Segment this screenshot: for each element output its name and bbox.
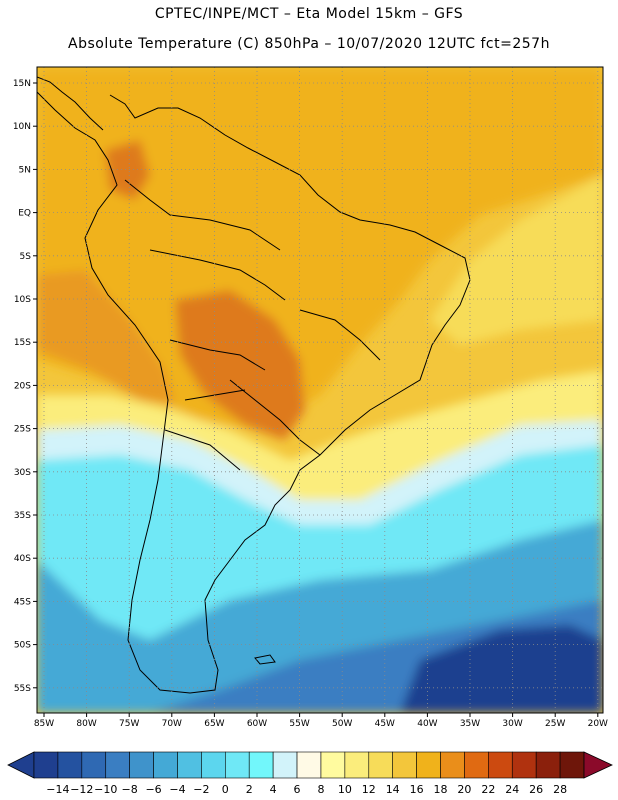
colorbar-swatch <box>559 751 585 779</box>
colorbar-label: 14 <box>386 783 400 796</box>
field-subtropical-yellow <box>37 370 603 500</box>
map-title-line1: CPTEC/INPE/MCT – Eta Model 15km – GFS <box>154 6 464 22</box>
field-hot-core <box>175 290 305 440</box>
colorbar-label: −10 <box>94 783 117 796</box>
field-east-yellow <box>430 175 603 345</box>
field-cyan-belt <box>37 445 603 640</box>
colorbar-swatch <box>272 751 298 779</box>
lat-label: 5S <box>20 252 32 262</box>
field-warm-inland <box>37 67 603 430</box>
colorbar-swatch <box>416 751 441 779</box>
colorbar-swatch <box>392 751 417 779</box>
colorbar-label: 6 <box>294 783 301 796</box>
lon-label: 50W <box>332 719 352 729</box>
colorbar-swatch <box>105 751 130 779</box>
colorbar-swatch <box>488 751 513 779</box>
field-transition-ice <box>37 420 603 525</box>
field-aqua-belt <box>37 520 603 713</box>
colorbar-swatch <box>320 751 346 779</box>
colorbar-swatch <box>535 751 561 779</box>
lat-label: 10N <box>13 122 31 132</box>
colorbar-label: −2 <box>193 783 209 796</box>
colorbar-label: 24 <box>505 783 519 796</box>
lat-label: 10S <box>14 295 31 305</box>
country-borders <box>124 179 381 471</box>
lon-label: 20W <box>588 719 608 729</box>
lat-label: 25S <box>14 425 31 435</box>
lon-label: 30W <box>502 719 522 729</box>
lat-label: 30S <box>14 468 31 478</box>
lon-label: 85W <box>34 719 54 729</box>
lon-label: 55W <box>289 719 309 729</box>
colorbar-swatch <box>296 751 322 779</box>
lat-label: 15S <box>14 338 31 348</box>
colorbar-swatch <box>33 751 59 779</box>
temperature-field <box>37 67 603 713</box>
colorbar-label: −4 <box>169 783 185 796</box>
colorbar-label: −8 <box>122 783 138 796</box>
lon-label: 40W <box>417 719 437 729</box>
colorbar-swatch <box>464 751 489 779</box>
lon-label: 35W <box>460 719 480 729</box>
lat-label: 15N <box>13 79 31 89</box>
colorbar-label: −6 <box>145 783 161 796</box>
colorbar-swatch <box>440 751 465 779</box>
lat-label: 5N <box>19 165 31 175</box>
colorbar-swatch <box>57 751 83 779</box>
lat-label: 35S <box>14 511 31 521</box>
colorbar-swatch <box>344 751 370 779</box>
colorbar-label: 26 <box>529 783 543 796</box>
colorbar-label: 12 <box>362 783 376 796</box>
lat-label: 45S <box>14 597 31 607</box>
colorbar-swatch <box>153 751 178 779</box>
colorbar-label: 16 <box>410 783 424 796</box>
lon-label: 65W <box>204 719 224 729</box>
longitude-axis: 85W 80W 75W 70W 65W 60W 55W 50W 45W 40W 35W 30W 25W 2… <box>34 713 608 729</box>
lat-label: EQ <box>18 209 31 219</box>
colorbar-swatch <box>368 751 393 779</box>
colorbar-low-arrow <box>7 751 35 779</box>
lon-label: 75W <box>119 719 139 729</box>
south-america-coastline <box>37 91 471 694</box>
colorbar-swatch <box>177 751 202 779</box>
lat-label: 50S <box>14 641 31 651</box>
political-boundaries <box>37 76 471 694</box>
colorbar-swatch <box>225 751 250 779</box>
colorbar-label: 2 <box>246 783 253 796</box>
colorbar-swatch <box>201 751 226 779</box>
map-frame <box>36 66 604 714</box>
color-scale-bar: −14 −12 −10 −8 −6 −4 −2 0 2 4 6 8 10 12 14 16 18 20 22 24 26… <box>7 751 613 796</box>
colorbar-label: 4 <box>270 783 277 796</box>
colorbar-label: −14 <box>46 783 69 796</box>
lon-label: 60W <box>247 719 267 729</box>
colorbar-label: 20 <box>457 783 471 796</box>
colorbar-label: 22 <box>481 783 495 796</box>
map-title-line2: Absolute Temperature (C) 850hPa – 10/07/… <box>68 36 550 52</box>
lon-label: 70W <box>162 719 182 729</box>
colorbar-label: 28 <box>553 783 567 796</box>
colorbar-swatch <box>81 751 107 779</box>
colorbar-label: 18 <box>434 783 448 796</box>
colorbar-label: 0 <box>222 783 229 796</box>
colorbar-swatch <box>129 751 154 779</box>
colorbar-label: 10 <box>338 783 352 796</box>
lat-label: 40S <box>14 554 31 564</box>
colorbar-label: 8 <box>317 783 324 796</box>
central-america-coastline <box>37 76 104 131</box>
colorbar-high-arrow <box>583 751 613 779</box>
lon-label: 80W <box>76 719 96 729</box>
colorbar-label: −12 <box>70 783 93 796</box>
falkland-islands <box>254 654 276 665</box>
lon-label: 45W <box>375 719 395 729</box>
field-hot-north <box>105 140 150 200</box>
field-navy-core <box>400 625 603 713</box>
lat-label: 20S <box>14 381 31 391</box>
lat-label: 55S <box>14 684 31 694</box>
colorbar-swatch <box>511 751 537 779</box>
colorbar-swatch <box>248 751 274 779</box>
lon-label: 25W <box>545 719 565 729</box>
field-hot-pacific <box>37 270 175 405</box>
latitude-axis: 15N 10N 5N EQ 5S 10S 15S 20S 25S 30S 35S 40S 45S 50S 5… <box>13 79 37 694</box>
